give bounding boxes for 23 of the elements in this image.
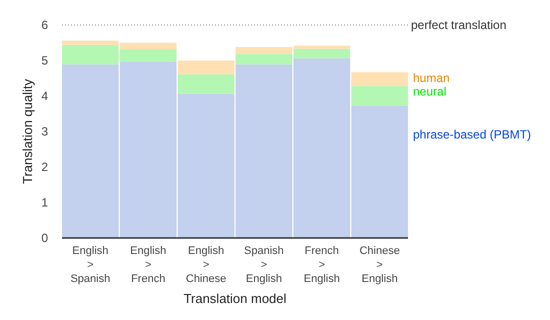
y-tick-label: 1 [41,196,48,210]
series-label: phrase-based (PBMT) [413,128,532,142]
x-tick-label: Chinese > English [359,245,400,285]
series-label: neural [413,84,446,99]
bar [351,72,408,86]
y-tick-label: 0 [41,231,48,246]
ref-line-label: perfect translation [411,18,506,32]
y-tick-label: 5 [41,54,48,68]
x-tick-label: English > Spanish [70,245,110,285]
y-tick-label: 3 [41,124,48,139]
bar [351,86,408,106]
y-tick-label: 2 [41,160,48,174]
y-tick-label: 4 [41,89,48,104]
series-label: human [413,70,450,85]
x-tick-label: English > French [130,245,166,285]
x-axis-title: Translation model [184,291,287,306]
x-tick-label: English > Chinese [186,245,226,285]
bar [178,60,234,74]
y-axis-title: Translation quality [20,78,35,184]
y-tick-label: 6 [41,18,48,32]
x-tick-label: Spanish > English [244,245,284,285]
x-tick-label: French > English [304,245,340,285]
bar [178,74,234,94]
